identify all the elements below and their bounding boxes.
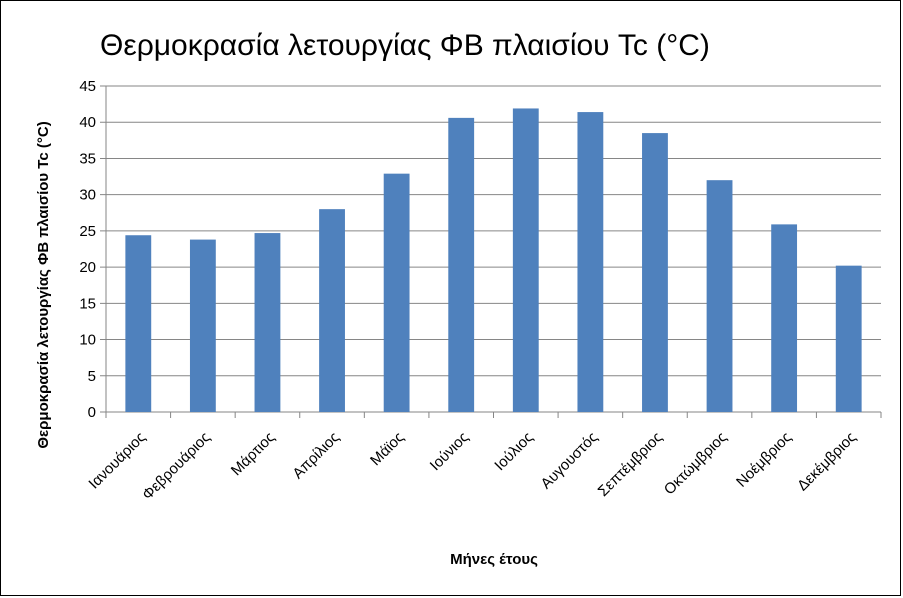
bars <box>125 108 862 413</box>
x-tick-label: Ιούνιος <box>427 429 472 474</box>
bar-9 <box>706 180 733 412</box>
y-tick-label: 30 <box>79 187 96 204</box>
y-tick-label: 40 <box>79 114 96 131</box>
x-tick-label: Δεκέμβριος <box>794 429 859 494</box>
bar-7 <box>577 112 604 412</box>
y-tick-label: 5 <box>88 368 96 385</box>
bar-11 <box>835 265 862 412</box>
y-tick-label: 15 <box>79 295 96 312</box>
x-tick-label: Μάρτιος <box>228 429 278 479</box>
bar-0 <box>125 235 152 412</box>
x-tick-label: Φεβρουάριος <box>139 429 214 504</box>
y-tick-labels: 0 5 10 15 20 25 30 35 40 45 <box>79 78 96 421</box>
chart-title: Θερμοκρασία λετουργίας ΦΒ πλαισίου Tc (°… <box>100 29 710 62</box>
y-axis-title: Θερμοκρασία λετουργίας ΦΒ πλαισίου Tc (°… <box>35 121 52 448</box>
bar-3 <box>319 209 345 412</box>
bar-2 <box>254 233 281 412</box>
bar-10 <box>771 224 798 412</box>
y-tick-label: 0 <box>88 404 96 421</box>
bar-4 <box>383 173 410 412</box>
y-tick-label: 10 <box>79 332 96 349</box>
x-tick-label: Νοέμβριος <box>733 429 795 491</box>
x-tick-label: Σεπτέμβριος <box>595 429 666 500</box>
y-tick-label: 25 <box>79 223 96 240</box>
x-tick-label: Ιανουάριος <box>85 429 149 493</box>
x-tick-label: Αυγουστός <box>538 429 602 493</box>
y-tick-label: 20 <box>79 259 96 276</box>
x-axis-title: Μήνες έτους <box>450 551 538 568</box>
y-tick-label: 35 <box>79 150 96 167</box>
bar-6 <box>512 108 539 413</box>
gridlines <box>100 85 882 418</box>
x-tick-label: Οκτώμβριος <box>661 429 731 499</box>
bar-5 <box>448 117 475 413</box>
x-tick-label: Μάϊος <box>367 429 407 469</box>
y-tick-label: 45 <box>79 78 96 95</box>
x-tick-label: Απρίλιος <box>289 429 342 482</box>
bar-1 <box>189 239 216 412</box>
x-tick-label: Ιούλιος <box>491 429 536 474</box>
bar-8 <box>642 133 668 413</box>
